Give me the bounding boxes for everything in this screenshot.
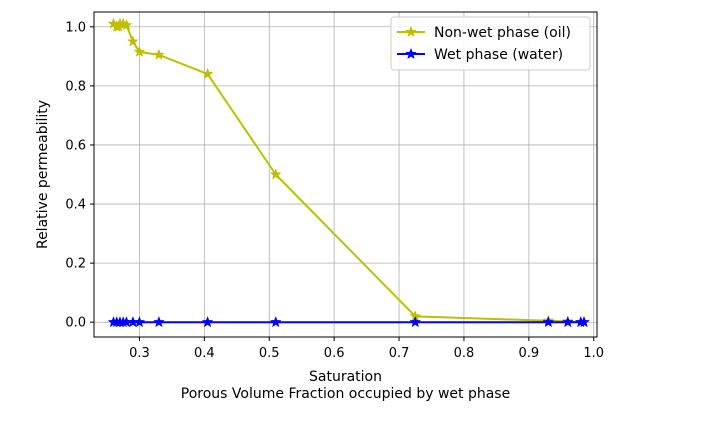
y-tick-label: 0.6 <box>65 138 86 153</box>
tick-layer: 0.3 0.4 0.5 0.6 0.7 0.8 0.9 1.0 0.0 0.2 0.4 0.6 0.8 1… <box>65 20 604 361</box>
data-point <box>561 316 574 328</box>
legend-label: Wet phase (water) <box>434 47 563 63</box>
y-tick-label: 0.2 <box>65 257 86 272</box>
data-point <box>127 35 139 47</box>
data-point <box>152 316 165 328</box>
series-1 <box>107 316 590 328</box>
x-tick-label: 0.7 <box>389 346 410 361</box>
x-tick-label: 0.3 <box>129 346 150 361</box>
x-tick-label: 0.9 <box>519 346 540 361</box>
x-tick-label: 0.6 <box>324 346 345 361</box>
data-point <box>152 48 165 60</box>
legend: Non-wet phase (oil) Wet phase (water) <box>390 16 591 71</box>
x-tick-label: 1.0 <box>583 346 604 361</box>
y-tick-label: 0.0 <box>65 316 86 331</box>
data-point <box>409 316 422 328</box>
legend-box <box>390 16 591 71</box>
y-tick-label: 0.4 <box>65 198 86 213</box>
series-0 <box>107 17 590 328</box>
series-layer <box>107 17 590 328</box>
legend-marker <box>405 47 417 60</box>
data-point <box>120 19 133 31</box>
data-point <box>133 45 146 57</box>
data-point <box>542 316 555 328</box>
legend-label: Non-wet phase (oil) <box>434 25 571 41</box>
data-point <box>201 316 214 328</box>
y-tick-label: 1.0 <box>65 20 86 35</box>
data-point <box>578 316 590 328</box>
data-point <box>269 316 282 328</box>
y-tick-label: 0.8 <box>65 79 86 94</box>
legend-marker <box>405 25 417 38</box>
x-axis-label-line2: Porous Volume Fraction occupied by wet p… <box>181 386 510 402</box>
data-point <box>201 67 214 80</box>
x-tick-label: 0.8 <box>454 346 475 361</box>
x-tick-label: 0.5 <box>259 346 280 361</box>
x-axis-label: Saturation <box>309 369 382 385</box>
y-axis-label: Relative permeability <box>35 100 51 249</box>
data-point <box>133 316 146 328</box>
x-tick-label: 0.4 <box>194 346 215 361</box>
data-point <box>269 168 282 180</box>
plot-frame <box>93 11 598 338</box>
